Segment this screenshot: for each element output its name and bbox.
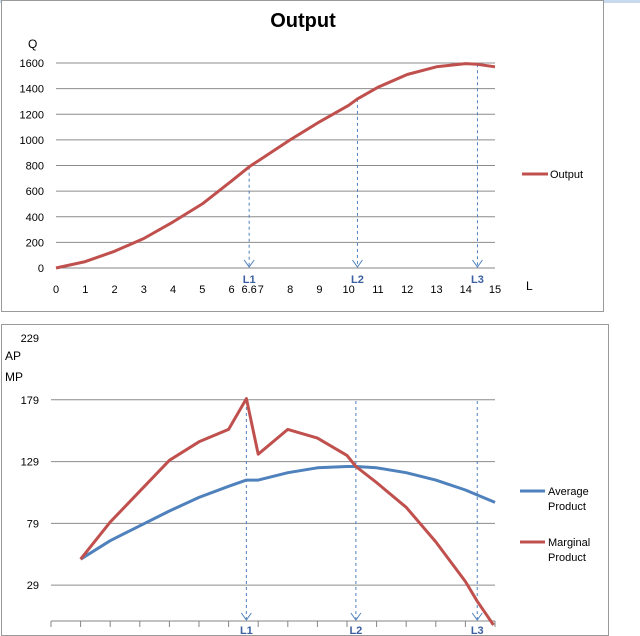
chart-title: Output (270, 10, 336, 32)
x-tick-14: 14 (460, 284, 472, 296)
x-tick-5: 5 (199, 284, 205, 296)
marker-arrow-l1 (243, 259, 255, 268)
series-lines (79, 397, 496, 626)
legend: Output (522, 169, 583, 181)
series-lines (55, 62, 496, 270)
y-tick-1600: 1600 (20, 58, 44, 70)
y-tick-1400: 1400 (20, 84, 44, 96)
x-tick-8: 8 (287, 284, 293, 296)
legend-label-output: Output (550, 169, 583, 181)
y-axis-label: Q (28, 37, 37, 51)
y-tick-79: 79 (27, 518, 39, 530)
y-tick-400: 400 (26, 212, 44, 224)
x-tick-6-6: 6.6 (242, 284, 257, 296)
y-tick-200: 200 (26, 237, 44, 249)
marker-arrow-l2 (352, 259, 363, 268)
y-tick-0: 0 (38, 263, 44, 275)
y-tick-labels: 29 79 129 179 229 (21, 333, 39, 592)
y-tick-1000: 1000 (20, 135, 44, 147)
y-tick-229: 229 (21, 333, 39, 345)
x-tick-6: 6 (229, 284, 235, 296)
output-chart-svg: Output Q L 02004006008001000120014001600… (20, 10, 584, 296)
legend-label-marginal-product-line-2: Product (548, 552, 586, 564)
y-tick-1200: 1200 (20, 109, 44, 121)
x-tick-10: 10 (343, 284, 355, 296)
marker-label-l2: L2 (349, 625, 362, 636)
x-tick-4: 4 (170, 284, 176, 296)
grid-lines (56, 62, 495, 269)
marker-label-l2: L2 (351, 274, 364, 286)
y-tick-29: 29 (27, 580, 39, 592)
x-tick-7: 7 (258, 284, 264, 296)
x-tick-15: 15 (489, 284, 501, 296)
x-tick-9: 9 (316, 284, 322, 296)
x-tick-11: 11 (372, 284, 383, 296)
y-tick-600: 600 (26, 186, 44, 198)
x-tick-13: 13 (430, 284, 442, 296)
grid-lines (51, 399, 495, 622)
level-markers: L1 L2 L3 (240, 401, 484, 636)
marker-label-l1: L1 (243, 274, 256, 286)
output-chart: Output Q L 0 200 400 600 800 1000 1200 1400 1600… (1, 0, 604, 312)
ap-mp-chart: AP MP 29 79 129 179 229 L1 L2 L3 Average Produc… (1, 324, 609, 636)
ap-mp-chart-svg: AP MP 29 79 129 179 229 L1 L2 L3 Average Produc… (5, 333, 590, 636)
x-tick-12: 12 (401, 284, 413, 296)
marker-label-l3: L3 (471, 274, 484, 286)
series-line-marginal-product (79, 397, 495, 626)
x-tick-3: 3 (141, 284, 147, 296)
y-tick-179: 179 (21, 395, 39, 407)
x-tick-2: 2 (111, 284, 117, 296)
legend-label-average-product-line-1: Average (548, 486, 589, 498)
x-tick-labels: 0 1 2 3 4 5 6 6.6 7 8 9 10 11 12 13 14 15 (53, 284, 501, 296)
marker-arrow-l1 (240, 612, 252, 621)
y-axis-label-mp: MP (5, 370, 23, 384)
marker-label-l1: L1 (240, 625, 253, 636)
marker-arrow-l3 (472, 259, 483, 268)
x-axis-label: L (526, 279, 533, 293)
legend-label-average-product-line-2: Product (548, 501, 586, 513)
x-tick-1: 1 (82, 284, 88, 296)
y-axis-label-ap: AP (5, 349, 21, 363)
x-tick-marks (50, 621, 496, 627)
level-markers: L1 L2 L3 (243, 64, 484, 286)
legend-label-marginal-product-line-1: Marginal (548, 537, 590, 549)
marker-arrow-l3 (471, 612, 483, 621)
series-line-average-product (79, 465, 496, 561)
x-tick-0: 0 (53, 284, 59, 296)
y-tick-129: 129 (21, 457, 39, 469)
y-tick-labels: 0 200 400 600 800 1000 1200 1400 1600 (20, 58, 44, 275)
marker-arrow-l2 (350, 612, 362, 621)
series-line-output (55, 62, 496, 270)
y-tick-800: 800 (26, 161, 44, 173)
marker-label-l3: L3 (471, 625, 484, 636)
legend: Average Product Marginal Product (520, 486, 590, 564)
